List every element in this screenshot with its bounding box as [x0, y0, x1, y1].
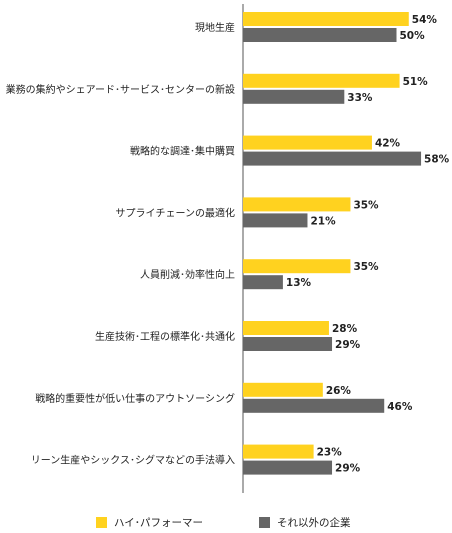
legend-item-other-companies: それ以外の企業	[259, 515, 351, 530]
bar-other-companies	[243, 151, 422, 166]
category-label: リーン生産やシックス･シグマなどの手法導入	[31, 454, 235, 467]
data-label: 46%	[387, 401, 413, 413]
bar-high-performer	[243, 444, 314, 459]
bar-high-performer	[243, 12, 409, 26]
bar-other-companies	[243, 275, 283, 290]
data-label: 21%	[310, 215, 336, 227]
legend-label-other-companies: それ以外の企業	[277, 517, 351, 529]
bar-high-performer	[243, 259, 351, 274]
bar-other-companies	[243, 398, 385, 413]
category-label: 人員削減･効率性向上	[140, 268, 235, 281]
bar-other-companies	[243, 89, 345, 104]
legend-item-high-performer: ハイ･パフォーマー	[96, 515, 203, 530]
bar-other-companies	[243, 28, 397, 42]
bar-other-companies	[243, 213, 308, 228]
data-label: 29%	[335, 339, 361, 351]
bar-high-performer	[243, 73, 400, 88]
category-label: 戦略的な調達･集中購買	[130, 145, 235, 158]
bar-high-performer	[243, 197, 351, 212]
legend: ハイ･パフォーマー それ以外の企業	[96, 515, 407, 530]
data-label: 50%	[400, 30, 426, 42]
data-label: 42%	[375, 138, 401, 150]
data-label: 54%	[412, 14, 438, 26]
category-label: 生産技術･工程の標準化･共通化	[95, 330, 235, 343]
data-label: 13%	[286, 277, 312, 289]
data-label: 51%	[403, 76, 429, 88]
data-label: 29%	[335, 463, 361, 475]
legend-swatch-other-companies	[259, 517, 271, 528]
data-label: 26%	[326, 385, 352, 397]
legend-label-high-performer: ハイ･パフォーマー	[114, 517, 204, 529]
legend-swatch-high-performer	[96, 517, 107, 528]
bar-high-performer	[243, 135, 372, 150]
data-label: 23%	[317, 447, 343, 459]
data-label: 28%	[332, 323, 358, 335]
bar-other-companies	[243, 337, 333, 351]
category-label: 業務の集約やシェアード･サービス･センターの新設	[6, 83, 235, 96]
data-label: 33%	[347, 92, 373, 104]
category-label: 現地生産	[195, 21, 235, 34]
data-label: 35%	[353, 261, 379, 273]
bar-other-companies	[243, 460, 333, 475]
bar-high-performer	[243, 382, 323, 397]
data-label: 58%	[424, 154, 450, 166]
category-label: サプライチェーンの最適化	[116, 206, 236, 219]
data-label: 35%	[353, 199, 379, 211]
bar-high-performer	[243, 321, 329, 335]
category-label: 戦略的重要性が低い仕事のアウトソーシング	[35, 392, 235, 405]
